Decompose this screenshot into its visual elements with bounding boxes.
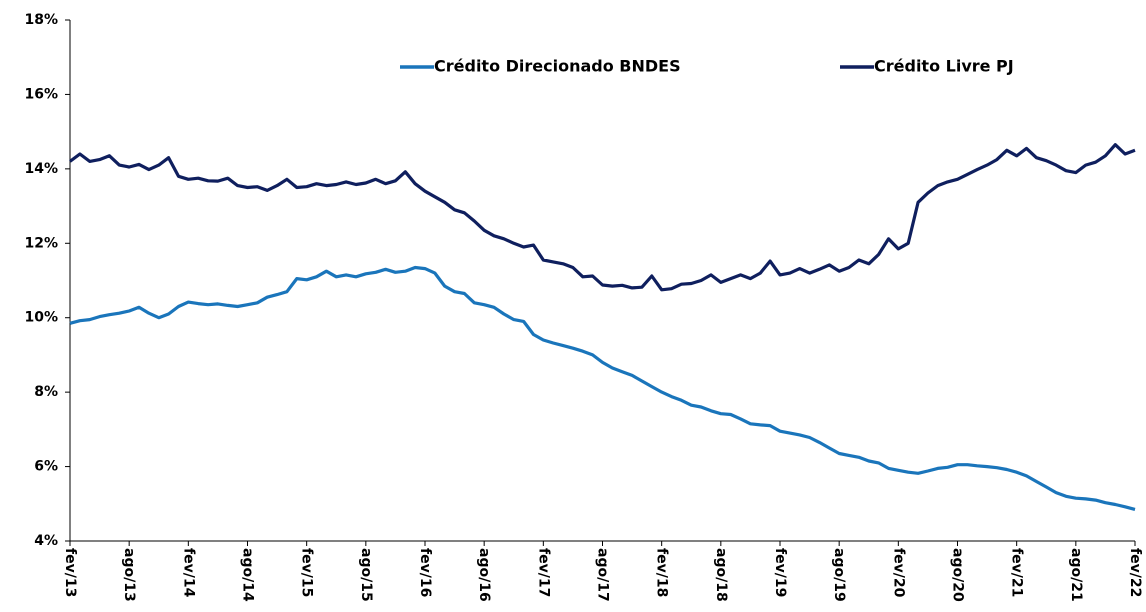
- x-tick-label: ago/21: [1068, 548, 1084, 602]
- legend-label: Crédito Direcionado BNDES: [434, 57, 681, 76]
- x-tick-label: fev/20: [890, 548, 906, 598]
- x-tick-label: fev/18: [654, 548, 670, 597]
- y-tick-label: 4%: [34, 533, 58, 549]
- x-tick-label: ago/20: [950, 548, 966, 602]
- x-tick-label: fev/17: [535, 548, 551, 597]
- y-tick-label: 12%: [24, 235, 58, 251]
- y-tick-label: 8%: [34, 384, 58, 400]
- y-tick-label: 14%: [24, 161, 58, 177]
- line-series: [69, 265, 1136, 511]
- x-tick-label: fev/22: [1127, 548, 1143, 597]
- y-tick-label: 16%: [24, 86, 58, 102]
- x-tick-label: fev/19: [772, 548, 788, 597]
- x-tick-label: ago/14: [240, 548, 256, 602]
- y-tick-label: 6%: [34, 459, 58, 475]
- x-tick-label: fev/15: [299, 548, 315, 597]
- x-tick-label: ago/19: [831, 548, 847, 602]
- x-tick-label: ago/18: [713, 548, 729, 602]
- legend-label: Crédito Livre PJ: [874, 57, 1014, 76]
- line-series: [69, 143, 1136, 292]
- x-tick-label: ago/13: [121, 548, 137, 602]
- x-tick-label: fev/13: [62, 548, 78, 597]
- y-tick-label: 10%: [24, 310, 58, 326]
- x-tick-label: fev/16: [417, 548, 433, 597]
- x-tick-label: ago/16: [476, 548, 492, 602]
- y-tick-label: 18%: [24, 12, 58, 28]
- x-tick-label: fev/21: [1009, 548, 1025, 597]
- x-tick-label: ago/17: [595, 548, 611, 602]
- x-tick-label: ago/15: [358, 548, 374, 602]
- x-tick-label: fev/14: [180, 548, 196, 598]
